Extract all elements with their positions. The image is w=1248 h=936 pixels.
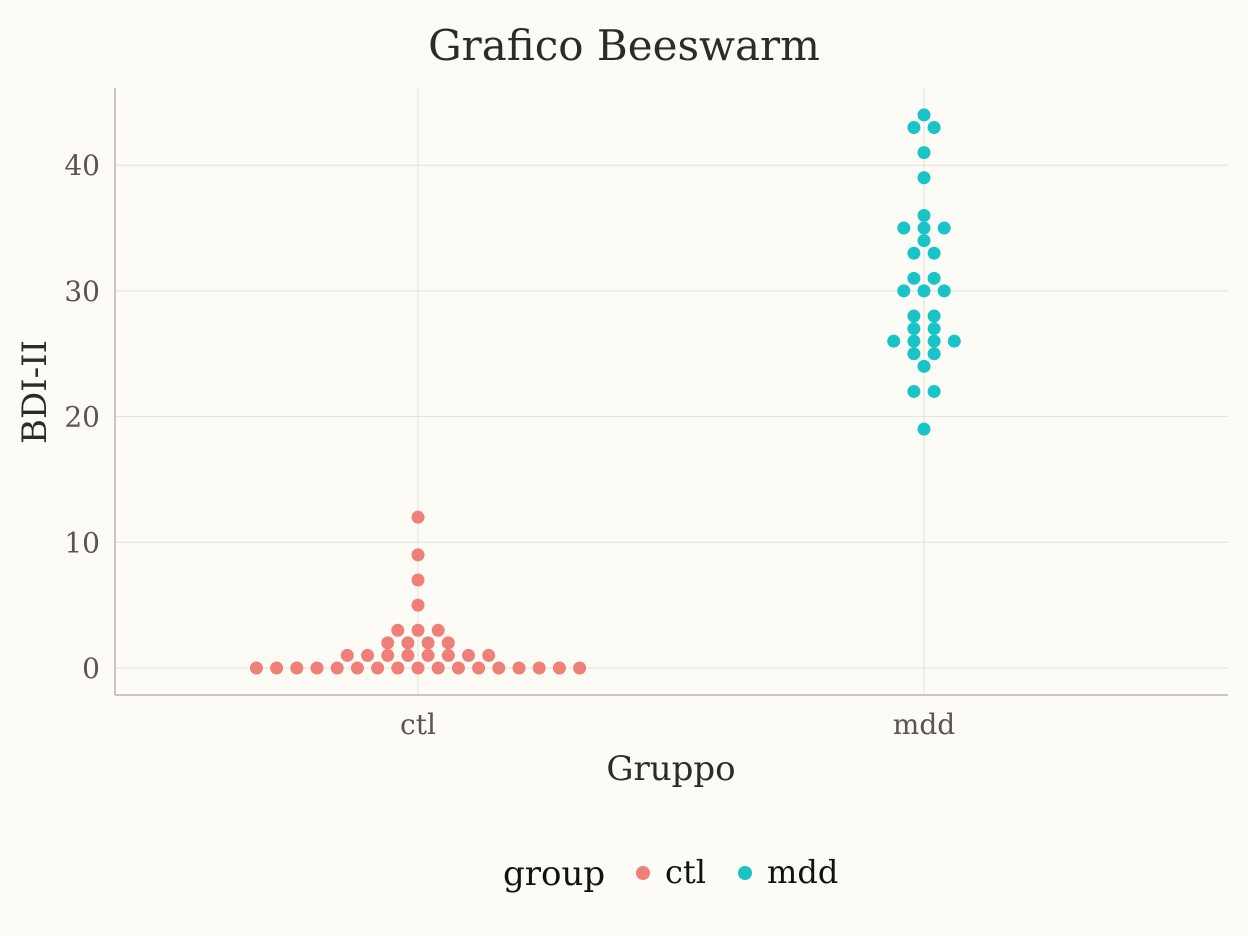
data-point-mdd [907,347,921,361]
data-point-ctl [371,661,385,675]
data-point-ctl [573,661,587,675]
data-point-mdd [937,221,951,235]
data-point-mdd [897,221,911,235]
x-tick-label-mdd: mdd [893,708,955,741]
data-point-mdd [937,284,951,298]
data-point-mdd [927,271,941,285]
data-point-ctl [391,623,405,637]
data-point-ctl [441,648,455,662]
data-point-ctl [411,661,425,675]
y-axis-title: BDI-II [15,340,55,444]
data-point-ctl [350,661,364,675]
data-point-ctl [391,661,405,675]
data-point-mdd [927,334,941,348]
data-point-mdd [917,284,931,298]
legend-marker-mdd [738,866,752,880]
data-point-ctl [411,548,425,562]
data-point-ctl [401,648,415,662]
data-point-mdd [917,422,931,436]
y-tick-label: 30 [64,275,100,308]
data-point-ctl [552,661,566,675]
data-point-mdd [887,334,901,348]
data-point-mdd [917,146,931,160]
data-point-mdd [917,221,931,235]
data-point-ctl [290,661,304,675]
data-point-mdd [907,384,921,398]
data-point-mdd [897,284,911,298]
data-points [249,108,961,675]
x-axis-title: Gruppo [606,749,735,789]
data-point-mdd [917,171,931,185]
data-point-ctl [249,661,263,675]
data-point-ctl [472,661,486,675]
data-point-mdd [917,359,931,373]
x-tick-labels: ctl mdd [400,708,955,741]
data-point-ctl [330,661,344,675]
data-point-mdd [917,108,931,122]
data-point-ctl [421,648,435,662]
data-point-ctl [411,623,425,637]
data-point-mdd [907,271,921,285]
data-point-mdd [927,120,941,134]
data-point-ctl [431,661,445,675]
data-point-ctl [431,623,445,637]
data-point-mdd [907,309,921,323]
y-tick-label: 40 [64,149,100,182]
data-point-ctl [411,598,425,612]
legend-label-mdd: mdd [767,853,838,891]
data-point-ctl [492,661,506,675]
data-point-mdd [917,234,931,248]
data-point-ctl [411,573,425,587]
data-point-mdd [947,334,961,348]
data-point-ctl [381,636,395,650]
data-point-mdd [917,208,931,222]
data-point-mdd [927,384,941,398]
data-point-mdd [907,246,921,260]
x-tick-label-ctl: ctl [400,708,436,741]
legend-marker-ctl [636,866,650,880]
legend-title: group [503,854,605,894]
data-point-ctl [532,661,546,675]
data-point-ctl [421,636,435,650]
data-point-mdd [927,322,941,336]
data-point-mdd [927,246,941,260]
grid-lines [115,88,1228,695]
data-point-mdd [907,120,921,134]
data-point-ctl [411,510,425,524]
data-point-ctl [451,661,465,675]
data-point-ctl [361,648,374,662]
data-point-ctl [381,648,395,662]
y-tick-label: 0 [82,652,100,685]
y-tick-label: 10 [64,526,100,559]
data-point-ctl [462,648,475,662]
chart-title: Grafico Beeswarm [428,21,820,70]
data-point-ctl [340,648,354,662]
data-point-ctl [310,661,324,675]
data-point-mdd [927,309,941,323]
data-point-mdd [907,322,921,336]
data-point-mdd [907,334,921,348]
data-point-ctl [512,661,526,675]
y-tick-labels: 0 10 20 30 40 [64,149,100,685]
legend-label-ctl: ctl [665,853,706,891]
data-point-ctl [401,636,415,650]
data-point-ctl [270,661,284,675]
legend: group ctl mdd [503,853,838,894]
y-tick-label: 20 [64,401,100,434]
data-point-ctl [441,636,455,650]
data-point-mdd [927,347,941,361]
data-point-ctl [482,648,496,662]
